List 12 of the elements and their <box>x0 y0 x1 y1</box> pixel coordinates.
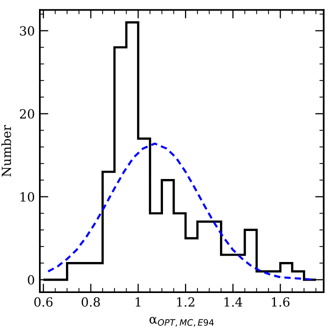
y-tick-label: 10 <box>20 192 34 202</box>
x-tick-label: 1.6 <box>272 297 290 307</box>
y-tick-label: 0 <box>28 275 34 285</box>
x-tick-label: 0.8 <box>82 297 100 307</box>
x-tick-label: 1.4 <box>224 297 242 307</box>
x-tick-label: 0.6 <box>34 297 53 307</box>
x-tick-label: 1.2 <box>177 297 194 307</box>
x-axis-title: α$_{OPT,MC,E94}$ <box>150 316 214 327</box>
x-tick-label: 1 <box>136 297 140 307</box>
y-axis-title: Number <box>1 124 12 177</box>
y-tick-label: 20 <box>20 109 34 119</box>
y-tick-label: 30 <box>20 26 34 36</box>
